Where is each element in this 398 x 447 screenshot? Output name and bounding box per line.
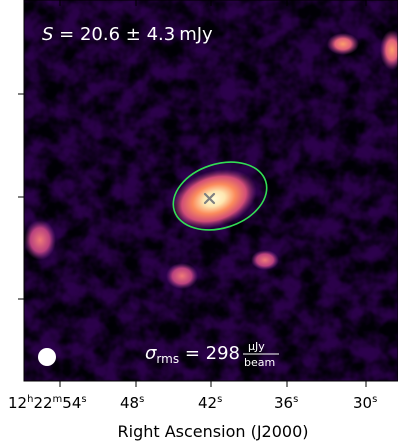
x-tick-label: 30s — [353, 394, 377, 412]
secondary-blob — [166, 263, 198, 289]
secondary-blob — [327, 33, 359, 55]
x-marker — [203, 192, 216, 205]
rms-unit-numerator: μJy — [248, 340, 265, 353]
x-axis-label: Right Ascension (J2000) — [118, 422, 309, 441]
x-tick-label: 12h22m54s — [8, 394, 87, 412]
image-panel — [24, 0, 398, 381]
secondary-blob — [380, 30, 398, 70]
rms-annotation: σrms = 298 μJy beam — [145, 340, 279, 369]
x-tick-label: 36s — [274, 394, 298, 412]
svg-text:σrms = 298: σrms = 298 — [145, 343, 240, 366]
aperture-ellipse — [172, 161, 268, 231]
x-tick-label: 42s — [198, 394, 222, 412]
x-tick-labels: 12h22m54s 48s 42s 36s 30s — [8, 394, 377, 412]
source-emission — [171, 169, 257, 229]
beam-circle — [38, 348, 56, 366]
secondary-blob — [24, 220, 56, 260]
flux-annotation: S = 20.6 ± 4.3 mJy — [42, 24, 213, 45]
x-ticks — [59, 0, 367, 387]
secondary-blob — [251, 250, 279, 270]
rms-unit-denominator: beam — [244, 356, 275, 369]
x-tick-label: 48s — [120, 394, 144, 412]
